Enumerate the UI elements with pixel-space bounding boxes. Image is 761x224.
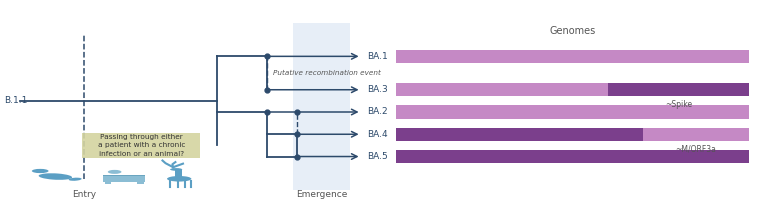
- Ellipse shape: [68, 178, 81, 181]
- Text: BA.5: BA.5: [368, 152, 388, 161]
- Bar: [103, 175, 145, 182]
- Bar: [138, 181, 144, 184]
- Text: Passing through either
a patient with a chronic
infection or an animal?: Passing through either a patient with a …: [97, 134, 185, 157]
- Ellipse shape: [39, 173, 72, 180]
- Bar: [396, 128, 643, 141]
- Text: Putative recombination event: Putative recombination event: [272, 70, 380, 76]
- Bar: [396, 50, 749, 63]
- Bar: [82, 133, 200, 158]
- Text: ~Spike: ~Spike: [664, 100, 692, 109]
- Text: BA.3: BA.3: [368, 85, 388, 94]
- Ellipse shape: [167, 176, 191, 182]
- Text: BA.4: BA.4: [368, 130, 388, 139]
- Text: BA.1: BA.1: [368, 52, 388, 61]
- Bar: [293, 23, 350, 190]
- Ellipse shape: [32, 169, 49, 173]
- Ellipse shape: [108, 170, 122, 174]
- Bar: [643, 128, 749, 141]
- Bar: [607, 83, 749, 96]
- Ellipse shape: [170, 168, 182, 171]
- Bar: [103, 174, 145, 176]
- Bar: [105, 181, 111, 184]
- Text: BA.2: BA.2: [368, 108, 388, 116]
- Text: Emergence: Emergence: [296, 190, 347, 199]
- Text: ~M/ORF3a: ~M/ORF3a: [676, 144, 716, 153]
- Bar: [396, 150, 749, 163]
- Bar: [396, 83, 607, 96]
- Bar: [174, 170, 182, 177]
- Text: Entry: Entry: [72, 190, 97, 199]
- Text: Genomes: Genomes: [549, 26, 595, 36]
- Bar: [396, 105, 749, 119]
- Text: B.1.1: B.1.1: [5, 96, 28, 105]
